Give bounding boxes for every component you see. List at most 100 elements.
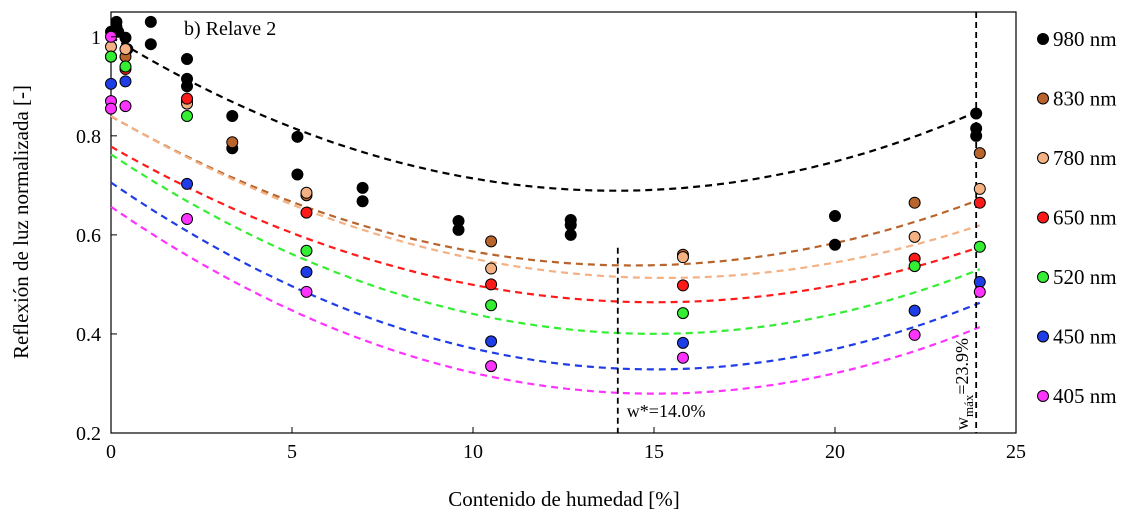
data-point	[181, 110, 194, 123]
data-point	[300, 266, 313, 279]
data-point	[908, 230, 921, 243]
max-moisture-label: wmáx=23.9%	[952, 338, 976, 430]
data-point	[973, 182, 986, 195]
y-tick-label: 0.8	[76, 126, 101, 148]
x-axis-title: Contenido de humedad [%]	[448, 487, 680, 511]
data-point	[908, 196, 921, 209]
x-tick-label: 10	[463, 441, 483, 463]
data-point	[119, 43, 132, 56]
y-tick-label: 0.6	[76, 225, 101, 247]
x-tick-label: 20	[825, 441, 845, 463]
x-tick-label: 15	[644, 441, 664, 463]
data-point	[485, 262, 498, 275]
legend-label: 980 nm	[1053, 27, 1117, 51]
data-point	[291, 130, 304, 143]
data-point	[676, 251, 689, 264]
legend-marker	[1037, 33, 1049, 45]
y-tick-label: 0.2	[76, 423, 101, 445]
x-tick-label: 5	[287, 441, 297, 463]
data-point	[226, 136, 239, 149]
data-point	[300, 206, 313, 219]
legend-marker	[1037, 330, 1049, 343]
data-point	[291, 168, 304, 181]
data-point	[973, 240, 986, 253]
data-point	[144, 15, 157, 28]
trend-lines	[110, 35, 981, 395]
trend-line	[110, 35, 981, 192]
data-point	[970, 107, 983, 120]
axes: 0 5 10 15 20 25 0.2 0.4 0.6 0.8 1	[76, 27, 1026, 463]
y-tick-label: 0.4	[76, 324, 101, 346]
data-point	[485, 278, 498, 291]
legend-label: 650 nm	[1053, 206, 1117, 230]
data-point	[676, 307, 689, 320]
data-point	[908, 260, 921, 273]
data-point	[485, 299, 498, 312]
legend-marker	[1037, 271, 1049, 283]
data-point	[973, 285, 986, 298]
data-point	[908, 328, 921, 341]
data-point	[485, 335, 498, 348]
x-tick-label: 25	[1006, 441, 1026, 463]
data-point	[226, 110, 239, 123]
data-point	[676, 279, 689, 292]
data-point	[908, 304, 921, 317]
legend-marker	[1037, 152, 1049, 164]
data-points	[105, 15, 986, 373]
legend-label: 520 nm	[1053, 265, 1117, 289]
legend: 980 nm 830 nm 780 nm 650 nm 520 nm 450 nm 405 …	[1037, 27, 1117, 408]
trend-line	[110, 145, 981, 304]
y-axis-title: Reflexión de luz normalizada [-]	[9, 85, 33, 359]
data-point	[181, 177, 194, 190]
y-tick-label: 1	[91, 27, 101, 49]
data-point	[973, 196, 986, 209]
data-point	[676, 336, 689, 349]
legend-marker	[1037, 390, 1049, 402]
plot-area	[110, 11, 1017, 434]
legend-label: 405 nm	[1053, 384, 1117, 408]
legend-marker	[1037, 211, 1049, 224]
trend-line	[110, 181, 981, 371]
data-point	[119, 60, 132, 73]
data-point	[181, 213, 194, 226]
data-point	[829, 238, 841, 251]
data-point	[973, 275, 986, 288]
data-point	[973, 147, 986, 160]
data-point	[300, 285, 313, 298]
data-point	[181, 80, 194, 93]
x-tick-label: 0	[106, 441, 116, 463]
data-point	[105, 50, 117, 63]
optimum-moisture-label: w*=14.0%	[627, 401, 706, 421]
data-point	[105, 40, 117, 53]
data-point	[564, 228, 577, 241]
data-point	[105, 102, 117, 115]
data-point	[564, 218, 577, 231]
legend-label: 780 nm	[1053, 146, 1117, 170]
plot-frame	[110, 11, 1017, 434]
data-point	[356, 181, 369, 194]
legend-label: 450 nm	[1053, 325, 1117, 349]
trend-line	[110, 205, 981, 395]
legend-label: 830 nm	[1053, 87, 1117, 111]
data-point	[485, 235, 498, 248]
data-point	[119, 100, 132, 113]
data-point	[119, 75, 132, 88]
panel-label: b) Relave 2	[184, 18, 276, 40]
data-point	[300, 244, 313, 257]
data-point	[452, 223, 465, 236]
data-point	[300, 186, 313, 199]
data-point	[829, 210, 841, 223]
data-point	[181, 53, 194, 66]
data-point	[105, 77, 117, 90]
data-point	[970, 129, 983, 142]
trend-line	[110, 114, 981, 279]
trend-line	[110, 115, 981, 267]
data-point	[144, 38, 157, 51]
data-point	[485, 360, 498, 373]
data-point	[119, 31, 132, 44]
data-point	[356, 195, 369, 208]
legend-marker	[1037, 92, 1049, 105]
data-point	[676, 351, 689, 364]
trend-line	[110, 153, 981, 335]
